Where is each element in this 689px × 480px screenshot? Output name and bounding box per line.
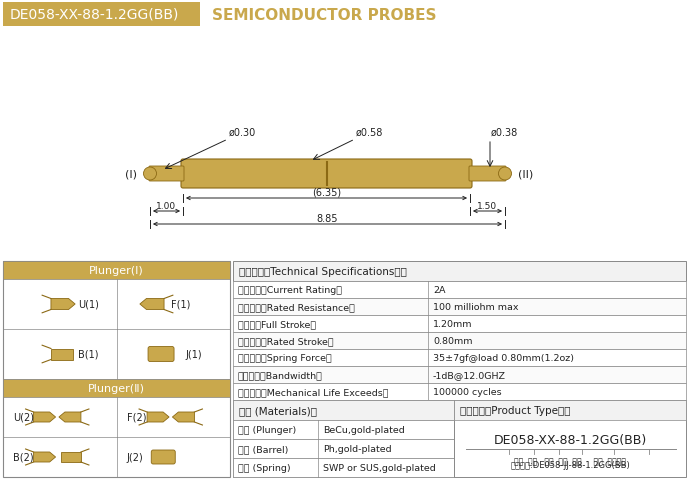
Polygon shape (140, 299, 164, 310)
Polygon shape (172, 412, 194, 422)
Text: B(1): B(1) (78, 349, 99, 359)
Text: 1.00: 1.00 (156, 202, 176, 211)
FancyBboxPatch shape (469, 167, 506, 181)
Text: 弹簧 (Spring): 弹簧 (Spring) (238, 463, 291, 472)
Text: (6.35): (6.35) (312, 188, 341, 198)
Bar (233, 262, 686, 281)
Bar (233, 400, 454, 420)
Bar (3, 3, 200, 27)
Text: 频率带宽（Bandwidth）: 频率带宽（Bandwidth） (238, 370, 323, 379)
FancyBboxPatch shape (148, 347, 174, 362)
Text: 满行程（Full Stroke）: 满行程（Full Stroke） (238, 319, 316, 328)
Text: DE058-XX-88-1.2GG(BB): DE058-XX-88-1.2GG(BB) (493, 433, 646, 446)
Text: U(1): U(1) (78, 300, 99, 309)
Text: Plunger(Ⅱ): Plunger(Ⅱ) (88, 383, 145, 393)
Bar (3, 262, 230, 279)
Text: B(2): B(2) (13, 452, 34, 462)
Text: J(2): J(2) (127, 452, 143, 462)
Text: 额定电流（Current Rating）: 额定电流（Current Rating） (238, 286, 342, 294)
Text: U(2): U(2) (13, 412, 34, 422)
Bar (233, 366, 686, 383)
Text: 技术要求（Technical Specifications）：: 技术要求（Technical Specifications）： (239, 266, 407, 276)
Polygon shape (61, 452, 81, 462)
Polygon shape (147, 412, 169, 422)
Text: DE058-XX-88-1.2GG(BB): DE058-XX-88-1.2GG(BB) (10, 8, 179, 22)
Text: ø0.38: ø0.38 (491, 128, 518, 138)
Text: ø0.58: ø0.58 (356, 128, 383, 138)
Polygon shape (34, 412, 56, 422)
Bar (233, 332, 686, 349)
Bar (3, 379, 230, 397)
Text: BeCu,gold-plated: BeCu,gold-plated (323, 425, 404, 434)
Text: -1dB@12.0GHZ: -1dB@12.0GHZ (433, 370, 506, 379)
Polygon shape (59, 412, 81, 422)
Text: J(1): J(1) (185, 349, 202, 359)
Text: 2A: 2A (433, 286, 446, 294)
Bar (233, 400, 454, 477)
Polygon shape (51, 349, 73, 360)
Bar (233, 315, 686, 332)
Text: ø0.30: ø0.30 (229, 128, 256, 138)
Bar (233, 420, 454, 439)
Bar (233, 439, 454, 458)
Text: 35±7gf@load 0.80mm(1.2oz): 35±7gf@load 0.80mm(1.2oz) (433, 353, 574, 362)
Text: 8.85: 8.85 (317, 214, 338, 224)
Text: F(2): F(2) (127, 412, 146, 422)
Polygon shape (51, 299, 75, 310)
Text: 额定行程（Rated Stroke）: 额定行程（Rated Stroke） (238, 336, 333, 345)
Text: 1.50: 1.50 (477, 202, 497, 211)
Text: 材质 (Materials)：: 材质 (Materials)： (239, 405, 317, 415)
Text: 订购举例:DE058-JJ-88-1.2GG(BB): 订购举例:DE058-JJ-88-1.2GG(BB) (510, 460, 630, 469)
Polygon shape (34, 452, 56, 462)
Text: 100000 cycles: 100000 cycles (433, 387, 502, 396)
Bar (233, 299, 686, 315)
Bar (233, 458, 454, 477)
Bar (3, 262, 230, 477)
Bar (233, 383, 686, 400)
Text: 额定电阔（Rated Resistance）: 额定电阔（Rated Resistance） (238, 302, 355, 312)
Text: 0.80mm: 0.80mm (433, 336, 473, 345)
Text: F(1): F(1) (172, 300, 191, 309)
Text: (II): (II) (518, 169, 533, 179)
Text: SEMICONDUCTOR PROBES: SEMICONDUCTOR PROBES (212, 8, 437, 23)
Text: 成品型号（Product Type）：: 成品型号（Product Type）： (460, 405, 570, 415)
Text: 系列  规格   头型  螄长  弹力     镀金  针头材质: 系列 规格 头型 螄长 弹力 镀金 针头材质 (514, 456, 626, 466)
Bar (454, 400, 686, 477)
Text: Plunger(Ⅰ): Plunger(Ⅰ) (89, 265, 144, 276)
Text: SWP or SUS,gold-plated: SWP or SUS,gold-plated (323, 463, 435, 472)
Circle shape (499, 168, 511, 180)
Text: 100 milliohm max: 100 milliohm max (433, 302, 519, 312)
Bar (233, 349, 686, 366)
Text: 针管 (Barrel): 针管 (Barrel) (238, 444, 289, 453)
Text: (I): (I) (125, 169, 137, 179)
Text: Ph,gold-plated: Ph,gold-plated (323, 444, 391, 453)
FancyBboxPatch shape (181, 160, 472, 189)
Text: 测试寿命（Mechanical Life Exceeds）: 测试寿命（Mechanical Life Exceeds） (238, 387, 389, 396)
FancyBboxPatch shape (152, 450, 175, 464)
Text: 1.20mm: 1.20mm (433, 319, 473, 328)
Text: 针头 (Plunger): 针头 (Plunger) (238, 425, 296, 434)
Circle shape (143, 168, 156, 180)
Bar (454, 400, 686, 420)
Text: 额定弹力（Spring Force）: 额定弹力（Spring Force） (238, 353, 331, 362)
Bar (233, 281, 686, 299)
FancyBboxPatch shape (149, 167, 184, 181)
